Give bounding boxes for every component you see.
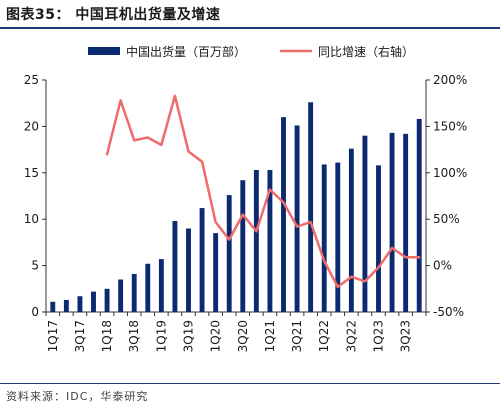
shipment-bar bbox=[63, 299, 69, 312]
combo-chart: 中国出货量（百万部） 同比增速（右轴） 0 5 10 15 20 25 -50% 0% 50% 1… bbox=[24, 44, 468, 352]
shipment-bar bbox=[104, 288, 110, 312]
shipment-bar bbox=[389, 132, 395, 312]
x-tick-label: 1Q18 bbox=[100, 320, 114, 352]
x-tick-label: 1Q22 bbox=[317, 320, 331, 352]
legend-label-growth: 同比增速（右轴） bbox=[318, 44, 414, 59]
shipment-bar bbox=[118, 279, 124, 312]
x-tick-label: 3Q20 bbox=[236, 320, 250, 352]
shipment-bar bbox=[416, 118, 422, 312]
x-tick-label: 1Q20 bbox=[209, 320, 223, 352]
y-left-tick-label: 0 bbox=[31, 305, 39, 319]
legend-swatch-bar bbox=[88, 47, 120, 55]
shipment-bar bbox=[240, 180, 246, 312]
x-tick-label: 3Q17 bbox=[73, 320, 87, 352]
shipment-bar bbox=[172, 221, 178, 312]
shipment-bar bbox=[403, 133, 409, 312]
shipment-bar bbox=[348, 148, 354, 312]
shipment-bar bbox=[362, 135, 368, 312]
x-tick-label: 1Q19 bbox=[154, 320, 168, 352]
shipment-bar bbox=[335, 162, 341, 312]
shipment-bar bbox=[226, 195, 232, 312]
shipment-bar bbox=[199, 208, 205, 312]
shipment-bar bbox=[145, 263, 151, 312]
y-right-tick-label: -50% bbox=[433, 305, 464, 319]
chart-legend: 中国出货量（百万部） 同比增速（右轴） bbox=[88, 44, 414, 59]
y-right-tick-label: 200% bbox=[433, 73, 467, 87]
shipment-bar bbox=[253, 170, 259, 312]
footer-rule bbox=[0, 383, 500, 384]
shipment-bar bbox=[308, 102, 314, 312]
y-left-tick-label: 20 bbox=[24, 119, 39, 133]
source-note: 资料来源：IDC，华泰研究 bbox=[6, 390, 149, 403]
x-tick-label: 3Q21 bbox=[290, 320, 304, 352]
y-left-tick-label: 15 bbox=[24, 166, 39, 180]
x-tick-label: 3Q19 bbox=[182, 320, 196, 352]
shipment-bar bbox=[294, 125, 300, 312]
x-tick-label: 1Q23 bbox=[372, 320, 386, 352]
x-tick-label: 3Q23 bbox=[399, 320, 413, 352]
y-left-tick-label: 25 bbox=[24, 73, 39, 87]
x-tick-label: 3Q22 bbox=[344, 320, 358, 352]
y-right-tick-label: 150% bbox=[433, 119, 467, 133]
y-right-tick-label: 0% bbox=[433, 259, 452, 273]
axes bbox=[42, 79, 430, 316]
bar-series bbox=[50, 102, 422, 313]
line-series bbox=[105, 94, 421, 289]
tick-labels: 0 5 10 15 20 25 -50% 0% 50% 100% 150% 200% 1Q17 3Q17 1… bbox=[24, 73, 468, 352]
shipment-bar bbox=[281, 117, 286, 313]
legend-label-shipments: 中国出货量（百万部） bbox=[126, 44, 246, 59]
figure-title: 图表35： 中国耳机出货量及增速 bbox=[6, 7, 221, 23]
shipment-bar bbox=[77, 296, 83, 312]
shipment-bar bbox=[91, 291, 96, 312]
shipment-bar bbox=[267, 170, 273, 312]
title-rule bbox=[0, 27, 500, 29]
shipment-bar bbox=[321, 164, 327, 312]
growth-line bbox=[105, 94, 421, 289]
shipment-bar bbox=[376, 165, 381, 312]
shipment-bar bbox=[158, 259, 164, 312]
y-left-tick-label: 10 bbox=[24, 212, 39, 226]
shipment-bar bbox=[213, 233, 219, 312]
shipment-bar bbox=[131, 273, 137, 312]
x-tick-label: 1Q17 bbox=[46, 320, 60, 352]
x-tick-label: 1Q21 bbox=[263, 320, 277, 352]
y-right-tick-label: 100% bbox=[433, 166, 467, 180]
y-left-tick-label: 5 bbox=[31, 259, 39, 273]
shipment-bar bbox=[50, 301, 56, 312]
y-right-tick-label: 50% bbox=[433, 212, 460, 226]
shipment-bar bbox=[186, 228, 191, 312]
x-tick-label: 3Q18 bbox=[127, 320, 141, 352]
